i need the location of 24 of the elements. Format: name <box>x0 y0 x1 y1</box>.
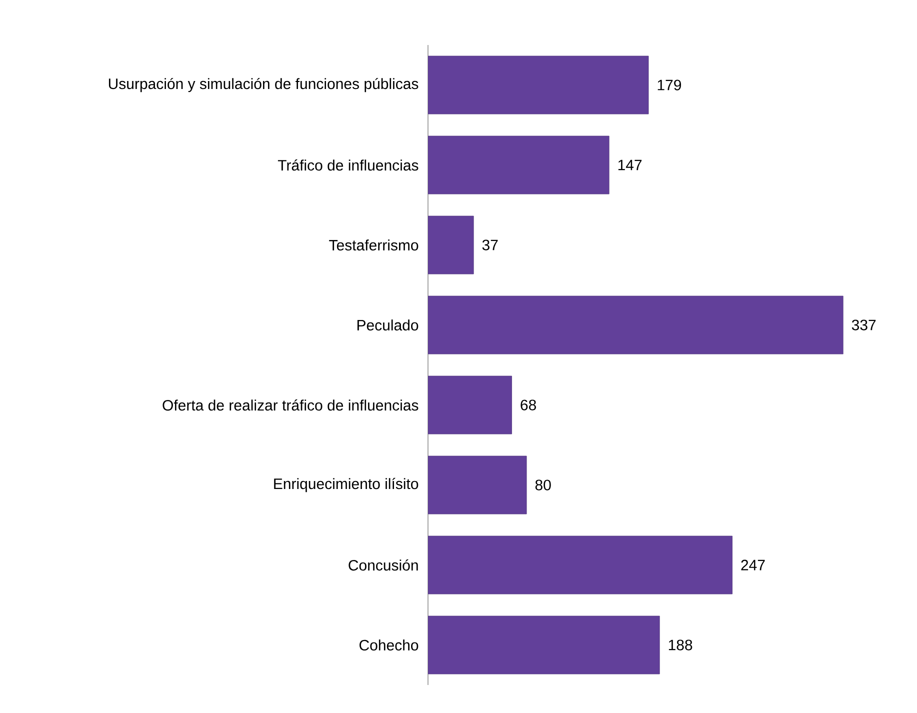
data-label: 147 <box>618 160 642 170</box>
data-label: 80 <box>535 480 551 490</box>
data-label: 37 <box>482 240 498 250</box>
bar <box>428 136 610 194</box>
data-label: 179 <box>658 80 682 90</box>
bar <box>428 216 474 274</box>
data-label: 247 <box>741 560 765 570</box>
y-tick-label: Testaferrismo <box>329 240 418 251</box>
bar <box>428 456 527 514</box>
bar <box>428 296 844 354</box>
y-tick-label: Enriquecimiento ilísito <box>274 478 418 492</box>
y-tick-label: Usurpación y simulación de funciones públicas <box>108 78 418 92</box>
data-label: 68 <box>520 400 536 410</box>
y-tick-label: Tráfico de influencias <box>278 159 418 171</box>
data-label: 188 <box>668 640 692 650</box>
bar <box>428 56 649 114</box>
y-tick-label: Concusión <box>348 559 418 571</box>
y-tick-label: Cohecho <box>360 640 418 651</box>
bar <box>428 376 512 434</box>
y-tick-label: Peculado <box>357 320 418 331</box>
data-label: 337 <box>852 320 876 330</box>
y-tick-label: Oferta de realizar tráfico de influencias <box>162 399 418 411</box>
bar <box>428 536 732 594</box>
bar <box>428 616 660 674</box>
